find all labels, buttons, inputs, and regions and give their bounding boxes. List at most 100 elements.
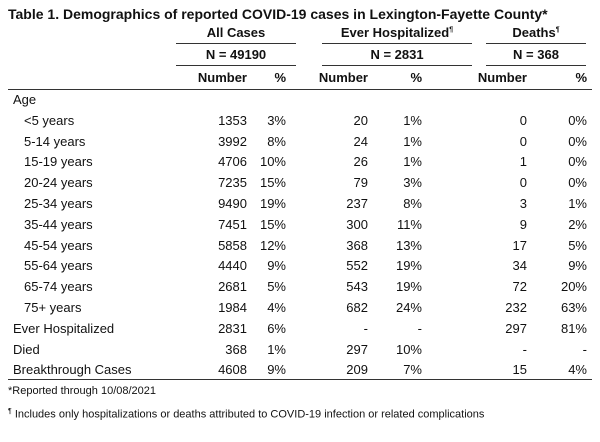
cell-deaths-percent: 1%	[568, 196, 587, 211]
cell-deaths-percent: -	[582, 341, 587, 357]
cell-all-percent: 8%	[267, 133, 286, 149]
cell-all-number: 7235	[218, 175, 247, 191]
cell-hosp-percent: 1%	[403, 154, 422, 170]
cell-hosp-percent: 24%	[395, 300, 422, 315]
n-underline	[176, 65, 296, 66]
cell-all-percent: 15%	[259, 216, 286, 232]
cell-deaths-number: 72	[512, 279, 527, 295]
row-label: 25-34 years	[24, 196, 93, 211]
cell-deaths-percent: 0%	[568, 175, 587, 191]
cell-deaths-number: 0	[519, 112, 527, 128]
cell-all-number: 7451	[218, 216, 247, 232]
table-row: <5 years 1353 3% 20 1% 0 0%	[0, 113, 600, 134]
cell-all-number: 4706	[218, 154, 247, 170]
group-underline	[176, 43, 296, 44]
group-header-ever-hospitalized: Ever Hospitalized¶	[340, 25, 454, 40]
cell-deaths-number: -	[522, 341, 527, 357]
cell-hosp-number: 682	[346, 300, 368, 315]
cell-all-number: 5858	[218, 237, 247, 253]
row-label: <5 years	[24, 112, 75, 128]
subheader-number: Number	[318, 70, 368, 85]
cell-deaths-percent: 0%	[568, 112, 587, 128]
cell-all-number: 4440	[218, 258, 247, 274]
cell-deaths-number: 297	[505, 320, 527, 336]
cell-deaths-number: 17	[512, 237, 527, 253]
cell-deaths-number: 232	[505, 300, 527, 315]
table-row: 65-74 years 2681 5% 543 19% 72 20%	[0, 279, 600, 300]
cell-hosp-number: -	[363, 320, 368, 336]
row-label: 75+ years	[24, 300, 82, 315]
n-underline	[486, 65, 586, 66]
pilcrow-mark: ¶	[8, 408, 12, 415]
cell-deaths-number: 9	[519, 216, 527, 232]
table-bottom-rule	[8, 379, 592, 380]
row-label: 55-64 years	[24, 258, 93, 274]
cell-deaths-number: 34	[512, 258, 527, 274]
cell-all-number: 1353	[218, 112, 247, 128]
cell-deaths-percent: 4%	[568, 362, 587, 378]
pilcrow-mark: ¶	[555, 26, 560, 34]
cell-all-number: 9490	[218, 196, 247, 211]
cell-deaths-percent: 5%	[568, 237, 587, 253]
cell-hosp-number: 237	[346, 196, 368, 211]
table-row: 5-14 years 3992 8% 24 1% 0 0%	[0, 134, 600, 155]
cell-deaths-number: 0	[519, 133, 527, 149]
table-row: 20-24 years 7235 15% 79 3% 0 0%	[0, 175, 600, 196]
cell-hosp-percent: 8%	[403, 196, 422, 211]
cell-all-percent: 3%	[267, 112, 286, 128]
row-label: Died	[13, 341, 40, 357]
cell-hosp-number: 300	[346, 216, 368, 232]
cell-hosp-percent: 1%	[403, 133, 422, 149]
cell-hosp-number: 24	[353, 133, 368, 149]
cell-deaths-number: 0	[519, 175, 527, 191]
cell-hosp-number: 543	[346, 279, 368, 295]
table-row: 75+ years 1984 4% 682 24% 232 63%	[0, 300, 600, 321]
table-row: 35-44 years 7451 15% 300 11% 9 2%	[0, 217, 600, 238]
subheader-percent: %	[575, 70, 587, 85]
cell-all-number: 3992	[218, 133, 247, 149]
row-label: 65-74 years	[24, 279, 93, 295]
table-row: 25-34 years 9490 19% 237 8% 3 1%	[0, 196, 600, 217]
cell-hosp-percent: 3%	[403, 175, 422, 191]
pilcrow-mark: ¶	[449, 26, 454, 34]
cell-all-percent: 4%	[267, 300, 286, 315]
cell-all-number: 4608	[218, 362, 247, 378]
cell-hosp-percent: 19%	[395, 279, 422, 295]
cell-all-percent: 9%	[267, 362, 286, 378]
cell-all-percent: 5%	[267, 279, 286, 295]
footnote-reported-through: *Reported through 10/08/2021	[8, 385, 157, 397]
n-underline	[322, 65, 472, 66]
cell-deaths-number: 15	[512, 362, 527, 378]
row-label: 35-44 years	[24, 216, 93, 232]
cell-deaths-number: 1	[519, 154, 527, 170]
cell-hosp-number: 20	[353, 112, 368, 128]
cell-all-percent: 10%	[259, 154, 286, 170]
table-row: Age	[0, 92, 600, 113]
cell-deaths-percent: 63%	[560, 300, 587, 315]
cell-hosp-number: 552	[346, 258, 368, 274]
cell-all-percent: 12%	[259, 237, 286, 253]
cell-hosp-number: 26	[353, 154, 368, 170]
column-subheader-row: Number % Number % Number %	[0, 70, 600, 91]
footnote-includes-only: ¶ Includes only hospitalizations or deat…	[8, 408, 485, 421]
cell-hosp-percent: 10%	[395, 341, 422, 357]
cell-all-percent: 15%	[259, 175, 286, 191]
table-row: Died 368 1% 297 10% - -	[0, 342, 600, 363]
table-row: 55-64 years 4440 9% 552 19% 34 9%	[0, 258, 600, 279]
cell-hosp-percent: 1%	[403, 112, 422, 128]
table-row: Ever Hospitalized 2831 6% - - 297 81%	[0, 321, 600, 342]
group-header-all-cases: All Cases	[206, 25, 266, 40]
subheader-percent: %	[274, 70, 286, 85]
table-title: Table 1. Demographics of reported COVID-…	[8, 6, 548, 22]
cell-all-number: 368	[225, 341, 247, 357]
cell-hosp-number: 368	[346, 237, 368, 253]
cell-deaths-number: 3	[519, 196, 527, 211]
cell-hosp-percent: 13%	[395, 237, 422, 253]
row-label: 20-24 years	[24, 175, 93, 191]
cell-hosp-percent: 11%	[396, 216, 422, 232]
cell-hosp-percent: 19%	[395, 258, 422, 274]
cell-hosp-number: 79	[353, 175, 368, 191]
cell-hosp-percent: 7%	[403, 362, 422, 378]
row-label: Breakthrough Cases	[13, 362, 132, 378]
